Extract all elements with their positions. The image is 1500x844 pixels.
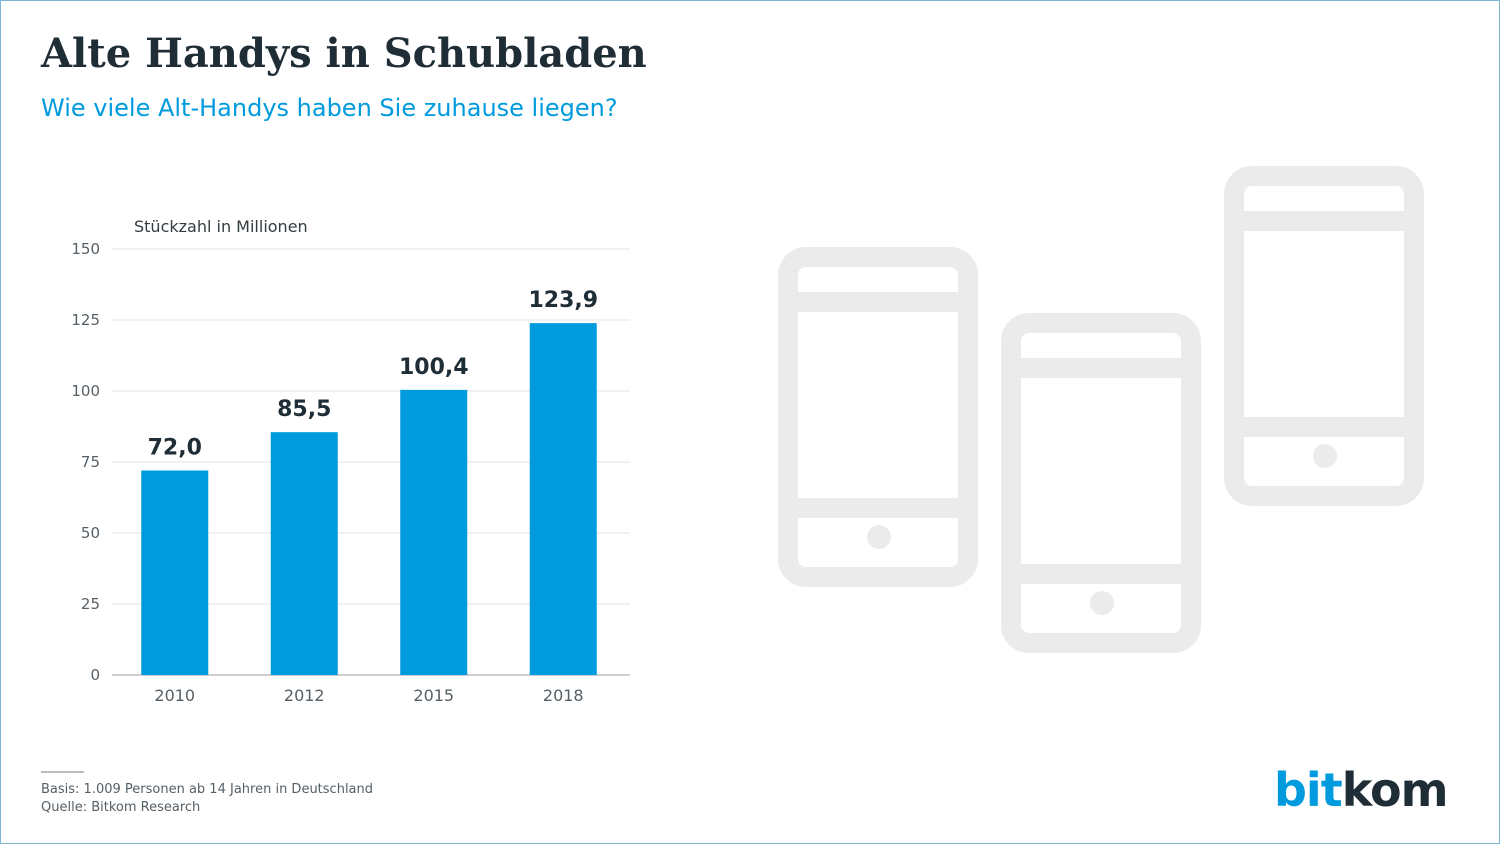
bar-value-label: 100,4: [399, 355, 469, 380]
bar-value-label: 85,5: [277, 397, 331, 422]
x-tick-label: 2012: [284, 686, 325, 705]
smartphone-icon: [778, 247, 978, 587]
x-tick-labels: 2010 2012 2015 2018: [154, 686, 583, 705]
smartphone-icon: [1001, 313, 1201, 653]
y-tick-label: 150: [71, 240, 100, 258]
bar: [270, 432, 338, 675]
footer-divider: [41, 771, 84, 773]
y-tick-labels: 0 25 50 75 100 125 150: [71, 240, 100, 684]
chart-title: Alte Handys in Schubladen: [41, 30, 647, 77]
y-tick-label: 0: [90, 666, 100, 684]
y-tick-label: 50: [81, 524, 100, 542]
logo-bit: bit: [1274, 763, 1343, 817]
bitkom-logo: bitkom: [1274, 763, 1449, 817]
bar-value-label: 123,9: [528, 288, 598, 313]
y-tick-label: 100: [71, 382, 100, 400]
bar-value-label: 72,0: [148, 436, 202, 461]
logo-kom: kom: [1341, 763, 1449, 817]
footnote-basis: Basis: 1.009 Personen ab 14 Jahren in De…: [41, 782, 374, 797]
x-tick-label: 2015: [413, 686, 454, 705]
x-tick-label: 2018: [543, 686, 584, 705]
bar: [529, 323, 597, 675]
y-tick-label: 75: [81, 453, 100, 471]
bar: [400, 389, 468, 675]
bar-chart: Stückzahl in Millionen 0255075100125150 …: [71, 217, 630, 705]
footnote-source: Quelle: Bitkom Research: [41, 800, 201, 815]
y-tick-label: 25: [81, 595, 100, 613]
bar: [141, 470, 209, 675]
smartphone-icon: [1224, 166, 1424, 506]
x-tick-label: 2010: [154, 686, 195, 705]
y-axis-unit-label: Stückzahl in Millionen: [134, 217, 308, 236]
y-tick-label: 125: [71, 311, 100, 329]
chart-subtitle: Wie viele Alt-Handys haben Sie zuhause l…: [41, 94, 618, 122]
bars: [141, 323, 597, 675]
value-labels: 72,0 85,5 100,4 123,9: [148, 288, 598, 460]
